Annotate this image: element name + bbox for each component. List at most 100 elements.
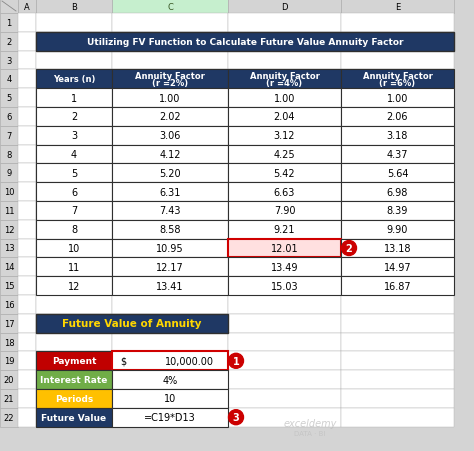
Text: 19: 19: [4, 356, 14, 365]
Text: 7: 7: [6, 131, 12, 140]
Bar: [341, 108, 454, 127]
Bar: [112, 33, 228, 51]
Text: 22: 22: [4, 413, 14, 422]
Bar: [18, 70, 36, 89]
Circle shape: [228, 410, 244, 425]
Bar: [112, 51, 228, 70]
Bar: [0, 0, 18, 14]
Bar: [228, 333, 341, 352]
Bar: [112, 258, 228, 276]
Bar: [36, 370, 112, 389]
Bar: [36, 89, 112, 108]
Text: 8.39: 8.39: [387, 206, 408, 216]
Text: =C19*D13: =C19*D13: [144, 412, 196, 422]
Text: 4.37: 4.37: [387, 150, 408, 160]
Text: 3: 3: [233, 412, 239, 422]
Text: 7: 7: [71, 206, 77, 216]
Bar: [341, 352, 454, 370]
Bar: [341, 295, 454, 314]
Bar: [341, 127, 454, 145]
Bar: [112, 89, 228, 108]
Bar: [0, 314, 18, 333]
Text: 10,000.00: 10,000.00: [165, 356, 214, 366]
Text: 9.21: 9.21: [274, 225, 295, 235]
Bar: [36, 276, 112, 295]
Bar: [36, 352, 112, 370]
Text: 5: 5: [6, 94, 12, 103]
Bar: [36, 352, 112, 370]
Bar: [36, 70, 112, 89]
Bar: [112, 333, 228, 352]
Bar: [0, 202, 18, 220]
Bar: [36, 408, 112, 427]
Bar: [112, 408, 228, 427]
Text: A: A: [24, 3, 30, 11]
Text: 16: 16: [4, 300, 14, 309]
Text: 2: 2: [6, 37, 12, 46]
Text: 1.00: 1.00: [274, 93, 295, 103]
Circle shape: [228, 354, 244, 368]
Text: Future Value of Annuity: Future Value of Annuity: [62, 318, 202, 328]
Bar: [341, 89, 454, 108]
Text: 10.95: 10.95: [156, 244, 184, 253]
Bar: [0, 370, 18, 389]
Text: 11: 11: [68, 262, 80, 272]
Text: 7.90: 7.90: [274, 206, 295, 216]
Bar: [36, 164, 112, 183]
Bar: [36, 0, 112, 14]
Text: 8: 8: [71, 225, 77, 235]
Bar: [0, 220, 18, 239]
Bar: [228, 51, 341, 70]
Text: 3: 3: [6, 56, 12, 65]
Text: 8: 8: [6, 150, 12, 159]
Bar: [18, 389, 36, 408]
Bar: [36, 89, 112, 108]
Bar: [36, 258, 112, 276]
Text: 15.03: 15.03: [271, 281, 298, 291]
Bar: [112, 183, 228, 202]
Bar: [36, 183, 112, 202]
Bar: [0, 389, 18, 408]
Bar: [228, 220, 341, 239]
Bar: [228, 70, 341, 89]
Bar: [36, 164, 112, 183]
Bar: [228, 70, 341, 89]
Bar: [0, 89, 18, 108]
Bar: [341, 202, 454, 220]
Bar: [36, 220, 112, 239]
Bar: [112, 276, 228, 295]
Bar: [36, 70, 112, 89]
Text: 12: 12: [4, 225, 14, 234]
Bar: [112, 239, 228, 258]
Bar: [36, 202, 112, 220]
Bar: [36, 33, 454, 51]
Bar: [228, 0, 341, 14]
Bar: [112, 408, 228, 427]
Text: 3.12: 3.12: [274, 131, 295, 141]
Bar: [112, 314, 228, 333]
Text: E: E: [395, 3, 400, 11]
Bar: [228, 164, 341, 183]
Bar: [36, 33, 112, 51]
Bar: [18, 239, 36, 258]
Bar: [18, 352, 36, 370]
Text: 1.00: 1.00: [387, 93, 408, 103]
Bar: [112, 108, 228, 127]
Bar: [36, 333, 112, 352]
Bar: [112, 0, 228, 14]
Bar: [18, 408, 36, 427]
Bar: [112, 220, 228, 239]
Text: 3.06: 3.06: [159, 131, 181, 141]
Bar: [112, 108, 228, 127]
Bar: [112, 295, 228, 314]
Text: 2.02: 2.02: [159, 112, 181, 122]
Bar: [112, 258, 228, 276]
Text: 15: 15: [4, 281, 14, 290]
Bar: [112, 389, 228, 408]
Bar: [18, 220, 36, 239]
Bar: [341, 145, 454, 164]
Bar: [36, 108, 112, 127]
Bar: [228, 202, 341, 220]
Bar: [112, 70, 228, 89]
Bar: [0, 333, 18, 352]
